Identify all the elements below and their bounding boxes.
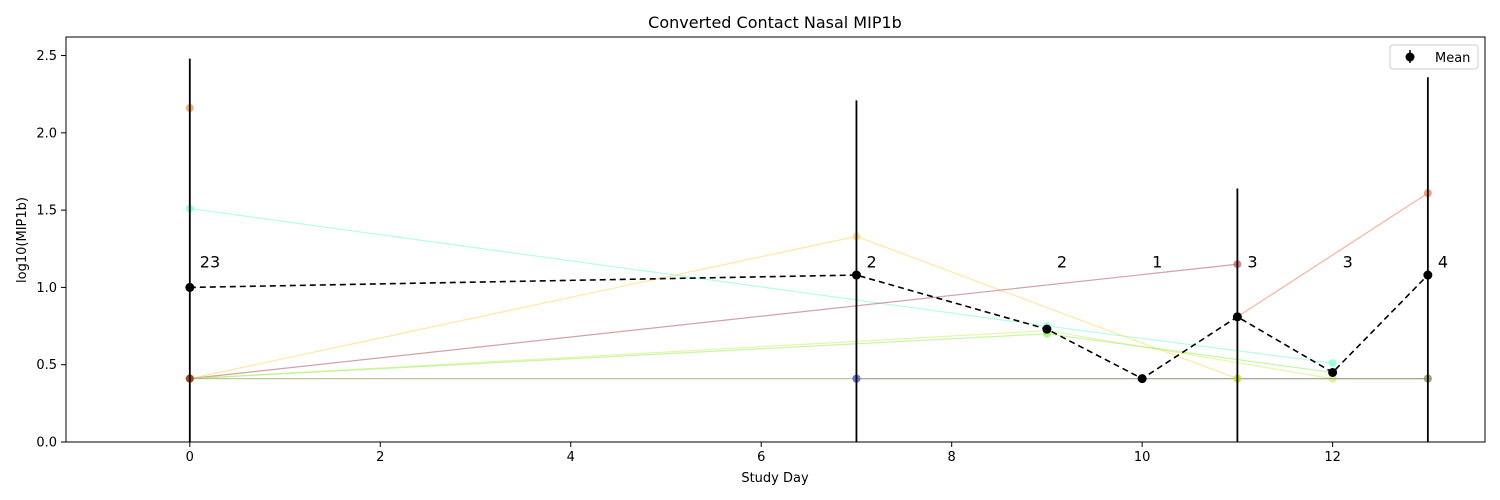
chart-title: Converted Contact Nasal MIP1b xyxy=(648,13,902,32)
legend-box xyxy=(1389,44,1479,70)
x-axis-title: Study Day xyxy=(741,471,809,486)
plot-area: 23 2 2 1 3 3 4 xyxy=(185,58,1448,442)
subject-line xyxy=(1237,192,1429,318)
count-label: 2 xyxy=(1057,252,1067,271)
legend-entry-mean: Mean xyxy=(1435,51,1470,66)
legend: Mean xyxy=(1389,44,1479,70)
x-tick-label: 4 xyxy=(567,450,575,465)
count-label: 1 xyxy=(1152,252,1162,271)
mean-point xyxy=(185,282,195,292)
y-tick-label: 2.0 xyxy=(36,126,57,141)
x-axis: 0 2 4 6 8 10 12 xyxy=(186,442,1341,465)
mean-point xyxy=(851,270,861,280)
x-tick-label: 10 xyxy=(1134,450,1151,465)
x-tick-label: 6 xyxy=(757,450,765,465)
y-tick-label: 1.5 xyxy=(36,204,57,219)
subject-point xyxy=(1328,359,1337,368)
x-tick-label: 2 xyxy=(376,450,384,465)
y-tick-label: 2.5 xyxy=(36,49,57,64)
count-label: 3 xyxy=(1247,252,1257,271)
legend-marker xyxy=(1405,52,1415,62)
y-tick-label: 0.0 xyxy=(36,436,57,451)
mean-series xyxy=(185,58,1433,442)
x-tick-label: 12 xyxy=(1324,450,1341,465)
y-tick-label: 0.5 xyxy=(36,358,57,373)
x-tick-label: 0 xyxy=(186,450,194,465)
mean-point xyxy=(1042,324,1052,334)
count-label: 2 xyxy=(866,252,876,271)
count-label: 4 xyxy=(1438,252,1448,271)
mean-point xyxy=(1423,270,1433,280)
mean-point xyxy=(1328,367,1338,377)
mean-point xyxy=(1232,312,1242,322)
x-tick-label: 8 xyxy=(948,450,956,465)
count-label: 23 xyxy=(200,252,220,271)
y-axis: 0.0 0.5 1.0 1.5 2.0 2.5 xyxy=(36,49,66,451)
mean-point xyxy=(1137,374,1147,384)
y-axis-title: log10(MIP1b) xyxy=(15,197,30,283)
plot-frame xyxy=(65,36,1486,443)
y-tick-label: 1.0 xyxy=(36,281,57,296)
subject-line xyxy=(189,263,1238,380)
count-label: 3 xyxy=(1343,252,1353,271)
